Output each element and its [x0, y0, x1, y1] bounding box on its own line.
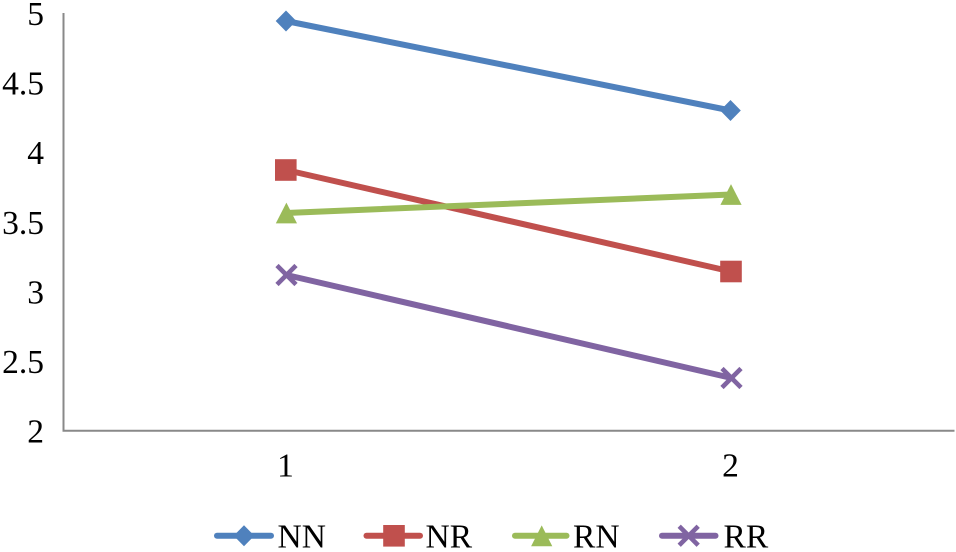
svg-text:4: 4 [27, 135, 44, 172]
svg-text:2: 2 [722, 448, 739, 485]
svg-text:3: 3 [27, 274, 44, 311]
svg-text:NR: NR [426, 519, 473, 552]
svg-text:4.5: 4.5 [2, 66, 44, 103]
svg-text:1: 1 [277, 448, 294, 485]
svg-text:2.5: 2.5 [2, 344, 44, 381]
svg-text:NN: NN [278, 519, 326, 552]
svg-text:3.5: 3.5 [2, 205, 44, 242]
svg-text:RN: RN [573, 519, 620, 552]
svg-text:5: 5 [27, 0, 44, 33]
svg-text:RR: RR [724, 519, 769, 552]
svg-text:2: 2 [27, 414, 44, 451]
